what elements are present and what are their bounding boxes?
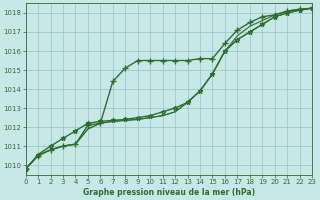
X-axis label: Graphe pression niveau de la mer (hPa): Graphe pression niveau de la mer (hPa): [83, 188, 255, 197]
